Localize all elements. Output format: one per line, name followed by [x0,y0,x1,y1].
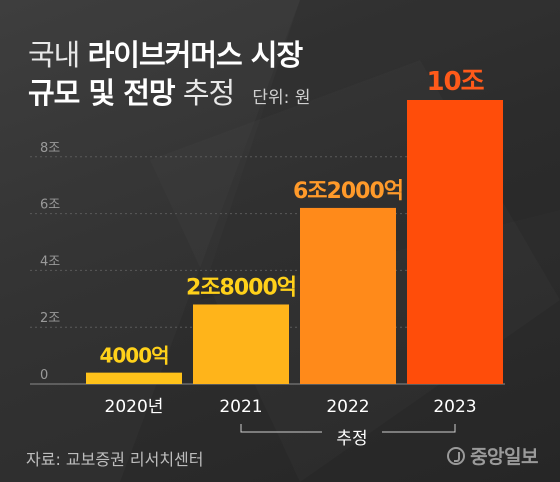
source-note: 자료: 교보증권 리서치센터 [26,450,204,469]
chart-title-line-1: 국내 라이브커머스 시장 [28,32,304,74]
bar [407,100,503,384]
title-prefix: 국내 [28,38,80,72]
y-tick-label: 2조 [40,311,60,326]
bar [300,207,396,384]
x-tick-label: 2022 [326,397,369,417]
title-main: 라이브커머스 시장 [87,38,304,72]
estimate-bracket-label: 추정 [336,429,368,449]
data-label: 2조8000억 [186,275,296,300]
y-tick-label: 6조 [40,198,60,213]
x-tick-label: 2021 [219,397,262,417]
data-label: 4000억 [99,344,168,368]
data-label: 6조2000억 [293,179,403,204]
estimate-bracket-left [240,424,322,433]
y-tick-label: 4조 [40,254,60,269]
bar [193,304,289,384]
data-label: 10조 [426,67,484,97]
x-tick-label: 2023 [433,397,476,417]
publisher-logo: 중앙일보 [447,442,538,469]
unit-label: 단위: 원 [252,88,311,108]
chart-title-line-2: 규모 및 전망 추정 단위: 원 [28,70,310,112]
y-tick-label: 8조 [40,141,60,156]
title-main-2: 규모 및 전망 [28,76,176,110]
y-tick-label: 0 [40,368,48,383]
estimate-bracket-right [382,424,456,433]
bar [86,372,182,384]
x-tick-label: 2020년 [105,397,164,417]
logo-text: 중앙일보 [470,446,538,468]
logo-mark-icon [447,446,466,465]
title-suffix: 추정 [182,76,235,110]
